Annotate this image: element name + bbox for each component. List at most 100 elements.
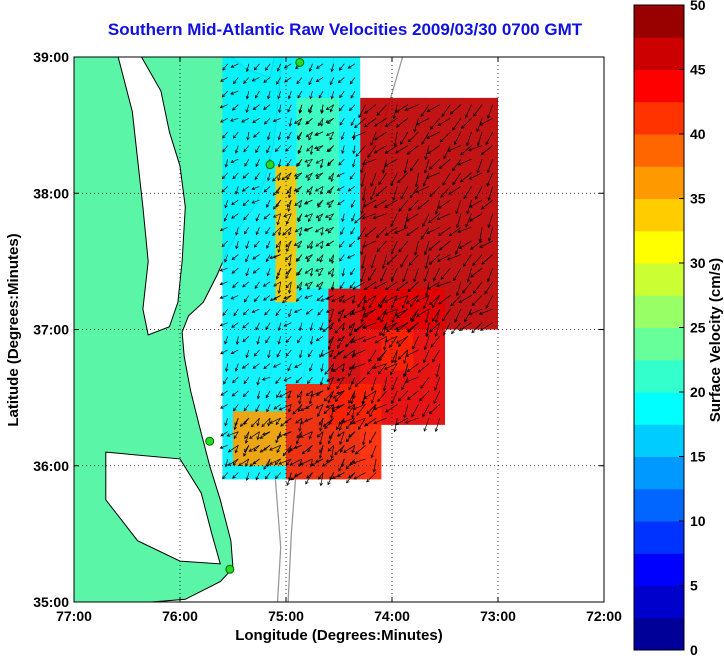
velocity-arrow [446, 254, 462, 261]
velocity-arrow [245, 349, 250, 359]
velocity-arrow [430, 336, 440, 348]
velocity-arrow [232, 281, 239, 289]
velocity-arrow [364, 227, 377, 237]
velocity-arrow [252, 363, 260, 369]
velocity-arrow [273, 199, 281, 210]
velocity-arrow [402, 268, 409, 283]
velocity-arrow [219, 295, 228, 299]
velocity-arrow [394, 145, 409, 154]
velocity-arrow [361, 213, 377, 220]
velocity-arrow [455, 199, 462, 215]
velocity-arrow [369, 431, 377, 444]
velocity-arrow [309, 268, 314, 277]
velocity-arrow [316, 431, 324, 438]
velocity-arrow [469, 213, 483, 222]
velocity-arrow [451, 322, 462, 335]
velocity-arrow [330, 63, 335, 73]
velocity-arrow [282, 445, 292, 457]
velocity-arrow [314, 145, 324, 150]
velocity-arrow [383, 336, 388, 351]
velocity-arrow [230, 295, 239, 300]
velocity-arrow [406, 227, 419, 237]
velocity-arrow [409, 295, 419, 308]
velocity-arrow [361, 186, 366, 202]
velocity-arrow [256, 431, 260, 441]
velocity-arrow [466, 199, 472, 215]
velocity-arrow [254, 90, 260, 99]
velocity-arrow [272, 363, 281, 368]
velocity-arrow [407, 322, 419, 333]
velocity-arrow [424, 308, 430, 324]
velocity-arrow [231, 322, 239, 328]
velocity-arrow [315, 172, 324, 180]
velocity-arrow [473, 281, 483, 294]
velocity-arrow [263, 363, 271, 370]
velocity-arrow [278, 458, 292, 465]
velocity-arrow [346, 472, 356, 484]
velocity-arrow [401, 377, 409, 391]
velocity-arrow [348, 377, 356, 391]
velocity-arrow [297, 240, 303, 249]
velocity-arrow [370, 377, 377, 392]
colorbar-segment [634, 488, 684, 522]
velocity-arrow [409, 158, 419, 172]
velocity-arrow [287, 404, 292, 413]
velocity-arrow [219, 267, 228, 272]
velocity-arrow [319, 159, 324, 169]
velocity-arrow [457, 226, 472, 233]
velocity-arrow [356, 404, 366, 416]
velocity-arrow [310, 390, 324, 397]
velocity-arrow [420, 376, 430, 389]
velocity-arrow [466, 131, 472, 147]
velocity-arrow [328, 308, 335, 324]
velocity-arrow [362, 322, 377, 329]
velocity-arrow [336, 172, 345, 177]
velocity-arrow [377, 295, 387, 307]
velocity-arrow [339, 90, 345, 99]
velocity-arrow [485, 131, 494, 146]
velocity-arrow [367, 145, 377, 158]
velocity-arrow [397, 390, 409, 402]
colorbar-segment [634, 456, 684, 490]
velocity-arrow [392, 104, 398, 120]
velocity-arrow [254, 281, 260, 290]
velocity-arrow [395, 336, 409, 344]
velocity-arrow [297, 131, 303, 141]
velocity-arrow [346, 404, 356, 416]
colorbar-tick-label: 35 [690, 191, 706, 207]
velocity-arrow [243, 404, 250, 412]
velocity-arrow [272, 227, 281, 237]
velocity-arrow [298, 104, 303, 114]
velocity-arrow [464, 308, 472, 323]
velocity-arrow [256, 377, 260, 386]
velocity-arrow [255, 322, 260, 331]
velocity-arrow [436, 281, 451, 288]
velocity-arrow [220, 390, 228, 396]
velocity-arrow [320, 104, 324, 115]
velocity-arrow [242, 199, 250, 207]
velocity-arrow [299, 431, 313, 438]
velocity-arrow [325, 118, 334, 123]
velocity-arrow [363, 281, 377, 291]
velocity-arrow [429, 118, 440, 130]
velocity-arrow [219, 322, 228, 327]
velocity-arrow [464, 104, 472, 119]
velocity-arrow [306, 240, 313, 249]
velocity-arrow [438, 295, 451, 305]
velocity-arrow [484, 281, 493, 295]
velocity-arrow [373, 145, 387, 154]
velocity-arrow [223, 213, 229, 222]
velocity-arrow [231, 199, 239, 206]
velocity-arrow [413, 268, 419, 283]
velocity-arrow [231, 267, 239, 274]
velocity-arrow [395, 281, 409, 292]
velocity-arrow [352, 458, 366, 465]
velocity-arrow [422, 404, 430, 418]
velocity-arrow [370, 131, 377, 147]
velocity-arrow [327, 445, 334, 452]
velocity-arrow [223, 377, 228, 385]
velocity-arrow [341, 145, 345, 154]
velocity-arrow [467, 145, 483, 152]
velocity-arrow [352, 335, 366, 343]
velocity-arrow [326, 376, 334, 382]
